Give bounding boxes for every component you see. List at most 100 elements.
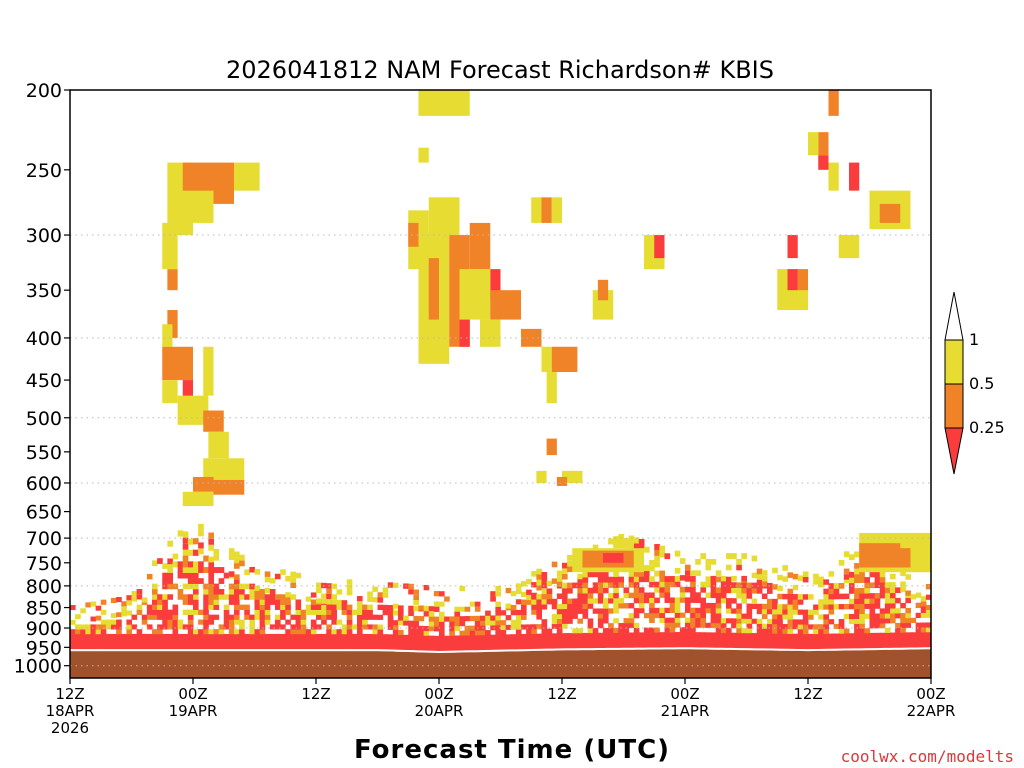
- ri-cell: [797, 599, 804, 605]
- ri-cell: [208, 431, 229, 459]
- ri-cell: [797, 575, 804, 581]
- ri-cell: [116, 619, 122, 625]
- ri-cell: [131, 633, 138, 652]
- ri-cell: [162, 346, 193, 381]
- y-tick-label: 1000: [14, 656, 62, 678]
- ri-cell: [218, 567, 225, 573]
- ri-cell: [782, 628, 788, 634]
- ri-cell: [146, 604, 153, 610]
- ri-cell: [131, 614, 138, 620]
- ri-cell: [459, 616, 466, 622]
- ri-cell: [577, 628, 583, 634]
- ri-cell: [459, 585, 466, 592]
- ri-cell: [925, 622, 931, 628]
- ri-cell: [623, 632, 630, 650]
- ri-cell: [111, 624, 117, 630]
- ri-cell: [254, 569, 261, 575]
- ri-cell: [731, 587, 737, 594]
- ri-cell: [392, 610, 399, 616]
- ri-cell: [100, 619, 107, 625]
- ri-cell: [685, 586, 691, 593]
- ri-cell: [141, 619, 148, 625]
- ri-cell: [915, 592, 922, 598]
- ri-cell: [259, 619, 266, 625]
- ri-cell: [603, 598, 609, 604]
- ri-cell: [336, 604, 343, 610]
- ri-cell: [213, 479, 245, 495]
- ri-cell: [731, 632, 737, 650]
- ri-cell: [300, 629, 307, 635]
- ri-cell: [705, 602, 712, 609]
- ri-cell: [367, 609, 373, 615]
- ri-cell: [413, 600, 419, 606]
- ri-cell: [690, 617, 696, 623]
- ri-cell: [777, 574, 783, 581]
- ri-cell: [213, 583, 220, 590]
- ri-cell: [608, 623, 614, 629]
- ri-cell: [290, 582, 296, 588]
- ri-cell: [685, 564, 691, 571]
- ri-cell: [234, 619, 240, 625]
- ri-cell: [772, 604, 778, 610]
- ri-cell: [228, 583, 235, 590]
- ri-cell: [182, 594, 189, 600]
- ri-cell: [556, 476, 568, 486]
- ri-cell: [408, 583, 414, 590]
- ri-cell: [495, 591, 501, 597]
- ri-cell: [116, 612, 122, 618]
- ri-cell: [792, 573, 799, 580]
- ri-cell: [685, 570, 691, 576]
- ri-cell: [756, 618, 763, 624]
- ri-cell: [218, 629, 225, 635]
- ri-cell: [577, 632, 583, 651]
- ri-cell: [198, 578, 204, 584]
- ri-cell: [577, 573, 583, 580]
- ri-cell: [203, 614, 209, 620]
- ri-cell: [234, 604, 240, 610]
- ri-cell: [234, 563, 240, 569]
- ri-cell: [925, 632, 931, 650]
- ri-cell: [244, 633, 250, 652]
- ri-cell: [628, 613, 635, 619]
- ri-cell: [521, 591, 527, 598]
- ri-cell: [510, 609, 517, 616]
- ri-cell: [679, 558, 686, 564]
- ri-cell: [136, 588, 143, 595]
- ri-cell: [808, 609, 814, 615]
- ri-cell: [659, 581, 665, 588]
- ri-cell: [203, 609, 209, 615]
- ri-cell: [198, 633, 204, 652]
- ri-cell: [392, 620, 399, 626]
- ri-cell: [787, 269, 798, 291]
- ri-cell: [695, 612, 701, 619]
- ri-cell: [710, 622, 717, 628]
- ri-cell: [551, 197, 562, 223]
- ri-cell: [387, 634, 394, 652]
- y-tick-label: 700: [26, 528, 62, 550]
- ri-cell: [449, 616, 455, 622]
- ri-cell: [823, 624, 829, 630]
- ri-cell: [864, 613, 870, 619]
- ri-cell: [649, 565, 655, 572]
- ri-cell: [649, 612, 655, 619]
- ri-cell: [849, 633, 855, 651]
- ri-cell: [521, 624, 527, 630]
- y-tick-label: 650: [26, 502, 62, 524]
- ri-cell: [772, 619, 778, 625]
- ri-cell: [285, 609, 291, 615]
- ri-cell: [357, 596, 363, 602]
- ri-cell: [275, 599, 281, 605]
- ri-cell: [838, 604, 845, 610]
- ri-cell: [428, 606, 435, 612]
- ri-cell: [833, 633, 840, 651]
- ri-cell: [505, 603, 512, 609]
- ri-cell: [690, 607, 696, 614]
- ri-cell: [367, 604, 373, 610]
- ri-cell: [720, 627, 727, 633]
- ri-cell: [490, 290, 521, 320]
- ri-cell: [172, 619, 179, 625]
- ri-cell: [157, 599, 163, 605]
- ri-cell: [357, 609, 363, 615]
- ri-cell: [895, 613, 901, 619]
- ri-cell: [797, 609, 804, 615]
